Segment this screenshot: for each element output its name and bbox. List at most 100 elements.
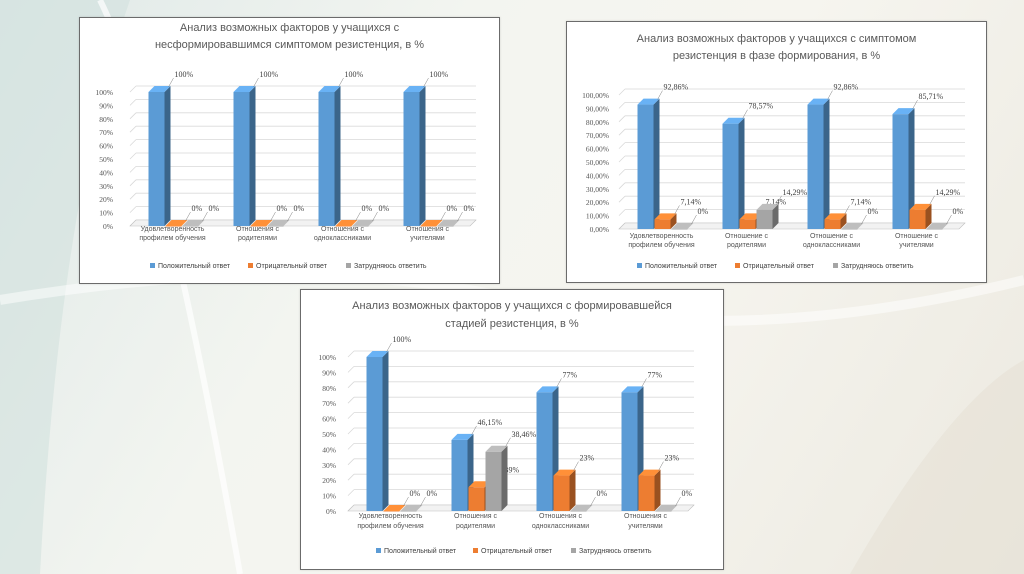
bar-top	[841, 223, 864, 229]
gridline-diagonal	[618, 142, 626, 149]
gridline-diagonal	[347, 396, 355, 404]
bar	[926, 229, 943, 230]
bar-side	[772, 203, 779, 229]
data-label-leader	[386, 342, 392, 353]
x-category-label: Отношения с	[406, 226, 449, 233]
x-category-label: одноклассниками	[532, 523, 589, 530]
bar-side	[653, 98, 660, 229]
y-tick-label: 40,00%	[586, 171, 609, 180]
bar	[671, 229, 688, 230]
data-label-leader	[505, 437, 511, 447]
data-label: 0%	[464, 204, 475, 213]
bar-top	[926, 223, 949, 229]
chart-2: Анализ возможных факторов у учащихся с с…	[582, 33, 966, 270]
chart-panel-1: Анализ возможных факторов у учащихся с не…	[79, 17, 500, 284]
y-tick-label: 40%	[99, 168, 113, 177]
chart-title-line: стадией резистенция, в %	[445, 318, 579, 330]
bar-top	[182, 220, 205, 226]
y-tick-label: 50,00%	[586, 158, 609, 167]
bar	[485, 451, 502, 511]
chart-panel-3: Анализ возможных факторов у учащихся с ф…	[300, 289, 724, 570]
y-tick-label: 40%	[322, 445, 336, 454]
data-label: 7,14%	[681, 197, 702, 206]
chart-title-line: Анализ возможных факторов у учащихся с ф…	[352, 300, 672, 312]
bar-top	[318, 86, 341, 92]
y-tick-label: 100%	[96, 88, 114, 97]
data-label: 0%	[868, 207, 879, 216]
data-label-leader	[675, 496, 681, 507]
bar-top	[638, 469, 661, 476]
y-tick-label: 0%	[103, 222, 113, 231]
data-label: 7,14%	[851, 197, 872, 206]
x-category-label: Отношение с	[895, 233, 939, 240]
legend-swatch	[248, 263, 253, 268]
bar	[468, 487, 485, 511]
bar-side	[569, 469, 576, 511]
y-tick-label: 0,00%	[590, 225, 609, 234]
y-tick-label: 10,00%	[586, 212, 609, 221]
data-label: 0%	[410, 489, 421, 498]
bar	[655, 511, 672, 512]
legend-swatch	[735, 263, 740, 268]
data-label: 100%	[260, 70, 279, 79]
bar	[909, 209, 926, 229]
gridline-diagonal	[618, 195, 626, 203]
data-label: 0%	[427, 489, 438, 498]
gridline-diagonal	[347, 443, 355, 450]
data-label-leader	[742, 109, 748, 119]
gridline-diagonal	[618, 102, 626, 109]
data-label-leader	[372, 211, 378, 222]
bar-top	[267, 220, 290, 226]
bar	[250, 226, 267, 227]
gridline-diagonal	[618, 169, 626, 176]
data-label: 23%	[665, 454, 680, 463]
data-label: 92,86%	[664, 83, 689, 92]
bar-top	[403, 86, 426, 92]
legend-swatch	[473, 548, 478, 553]
data-label-leader	[168, 77, 174, 88]
legend-label: Отрицательный ответ	[743, 262, 815, 270]
bar	[318, 92, 335, 226]
bar-side	[382, 351, 389, 511]
bar	[637, 104, 654, 229]
bar	[638, 475, 655, 511]
bar	[335, 226, 352, 227]
bar-top	[468, 481, 491, 488]
bar-top	[655, 505, 678, 511]
bar-side	[738, 117, 745, 229]
legend-label: Отрицательный ответ	[256, 262, 328, 270]
bar-top	[570, 505, 593, 511]
bar-top	[909, 203, 932, 210]
bar-top	[250, 220, 273, 226]
bar	[182, 226, 199, 227]
legend-swatch	[637, 263, 642, 268]
bar-top	[756, 203, 779, 210]
y-tick-label: 70%	[322, 399, 336, 408]
bar-top	[892, 108, 915, 115]
legend-label: Затрудняюсь ответить	[579, 548, 652, 555]
data-label-leader	[471, 425, 477, 436]
chart-title-line: Анализ возможных факторов у учащихся с с…	[637, 33, 917, 45]
y-tick-label: 70,00%	[586, 131, 609, 140]
bar-top	[148, 86, 171, 92]
bar-side	[925, 203, 932, 229]
data-label-leader	[674, 205, 680, 215]
data-label-leader	[657, 90, 663, 100]
x-category-label: Отношения с	[624, 513, 667, 520]
x-category-label: одноклассниками	[314, 235, 371, 242]
legend-swatch	[571, 548, 576, 553]
bar-side	[249, 86, 256, 226]
data-label-leader	[844, 205, 850, 215]
x-category-label: Отношения с	[236, 226, 279, 233]
y-tick-label: 10%	[99, 209, 113, 218]
chart-title-line: несформировавшимся симптомом резистенция…	[155, 39, 424, 51]
data-label-leader	[440, 211, 446, 222]
gridline-diagonal	[129, 139, 137, 146]
x-category-label: Удовлетворенность	[141, 226, 205, 233]
y-tick-label: 80%	[322, 384, 336, 393]
data-label-leader	[861, 214, 867, 225]
bar	[400, 511, 417, 512]
data-label: 23%	[580, 454, 595, 463]
data-label: 77%	[648, 370, 663, 379]
data-label: 0%	[682, 489, 693, 498]
